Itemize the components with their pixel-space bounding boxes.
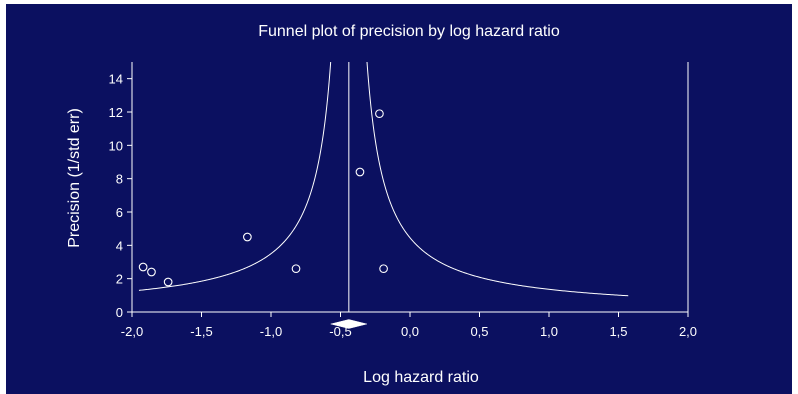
- x-axis-label: Log hazard ratio: [363, 369, 479, 386]
- y-tick-label: 2: [116, 272, 123, 287]
- y-axis-label: Precision (1/std err): [66, 108, 83, 248]
- x-tick-label: 2,0: [679, 324, 697, 339]
- x-tick-label: 1,5: [609, 324, 627, 339]
- y-tick-label: 10: [109, 138, 123, 153]
- y-tick-label: 8: [116, 172, 123, 187]
- funnel-left-curve: [138, 62, 332, 291]
- funnel-plot-chart: Funnel plot of precision by log hazard r…: [66, 23, 697, 386]
- x-tick-label: -1,5: [190, 324, 212, 339]
- study-point: [375, 109, 384, 119]
- x-tick-label: 0,0: [401, 324, 419, 339]
- funnel-right-curve: [366, 62, 629, 297]
- x-tick-label: -2,0: [121, 324, 143, 339]
- pooled-estimate-diamond: [330, 319, 367, 329]
- plot-panel: Funnel plot of precision by log hazard r…: [6, 4, 792, 394]
- study-point: [379, 264, 388, 274]
- plot-layer: -2,0 -1,5 -1,0 -0,5 0,0 0,5 1,0 1,5 2,0024681012…: [109, 62, 697, 339]
- study-point: [147, 267, 156, 277]
- study-point: [163, 277, 173, 287]
- study-point: [355, 167, 365, 177]
- y-tick-label: 12: [109, 105, 123, 120]
- y-tick-label: 4: [116, 238, 123, 253]
- chart-title: Funnel plot of precision by log hazard r…: [258, 23, 560, 40]
- y-tick-label: 6: [116, 205, 123, 220]
- study-point: [138, 262, 148, 272]
- x-tick-label: -1,0: [260, 324, 282, 339]
- x-tick-label: 0,5: [470, 324, 488, 339]
- study-point: [243, 232, 252, 242]
- study-point: [291, 264, 301, 274]
- x-tick-label: 1,0: [540, 324, 558, 339]
- y-tick-label: 0: [116, 305, 123, 320]
- y-tick-label: 14: [109, 72, 123, 87]
